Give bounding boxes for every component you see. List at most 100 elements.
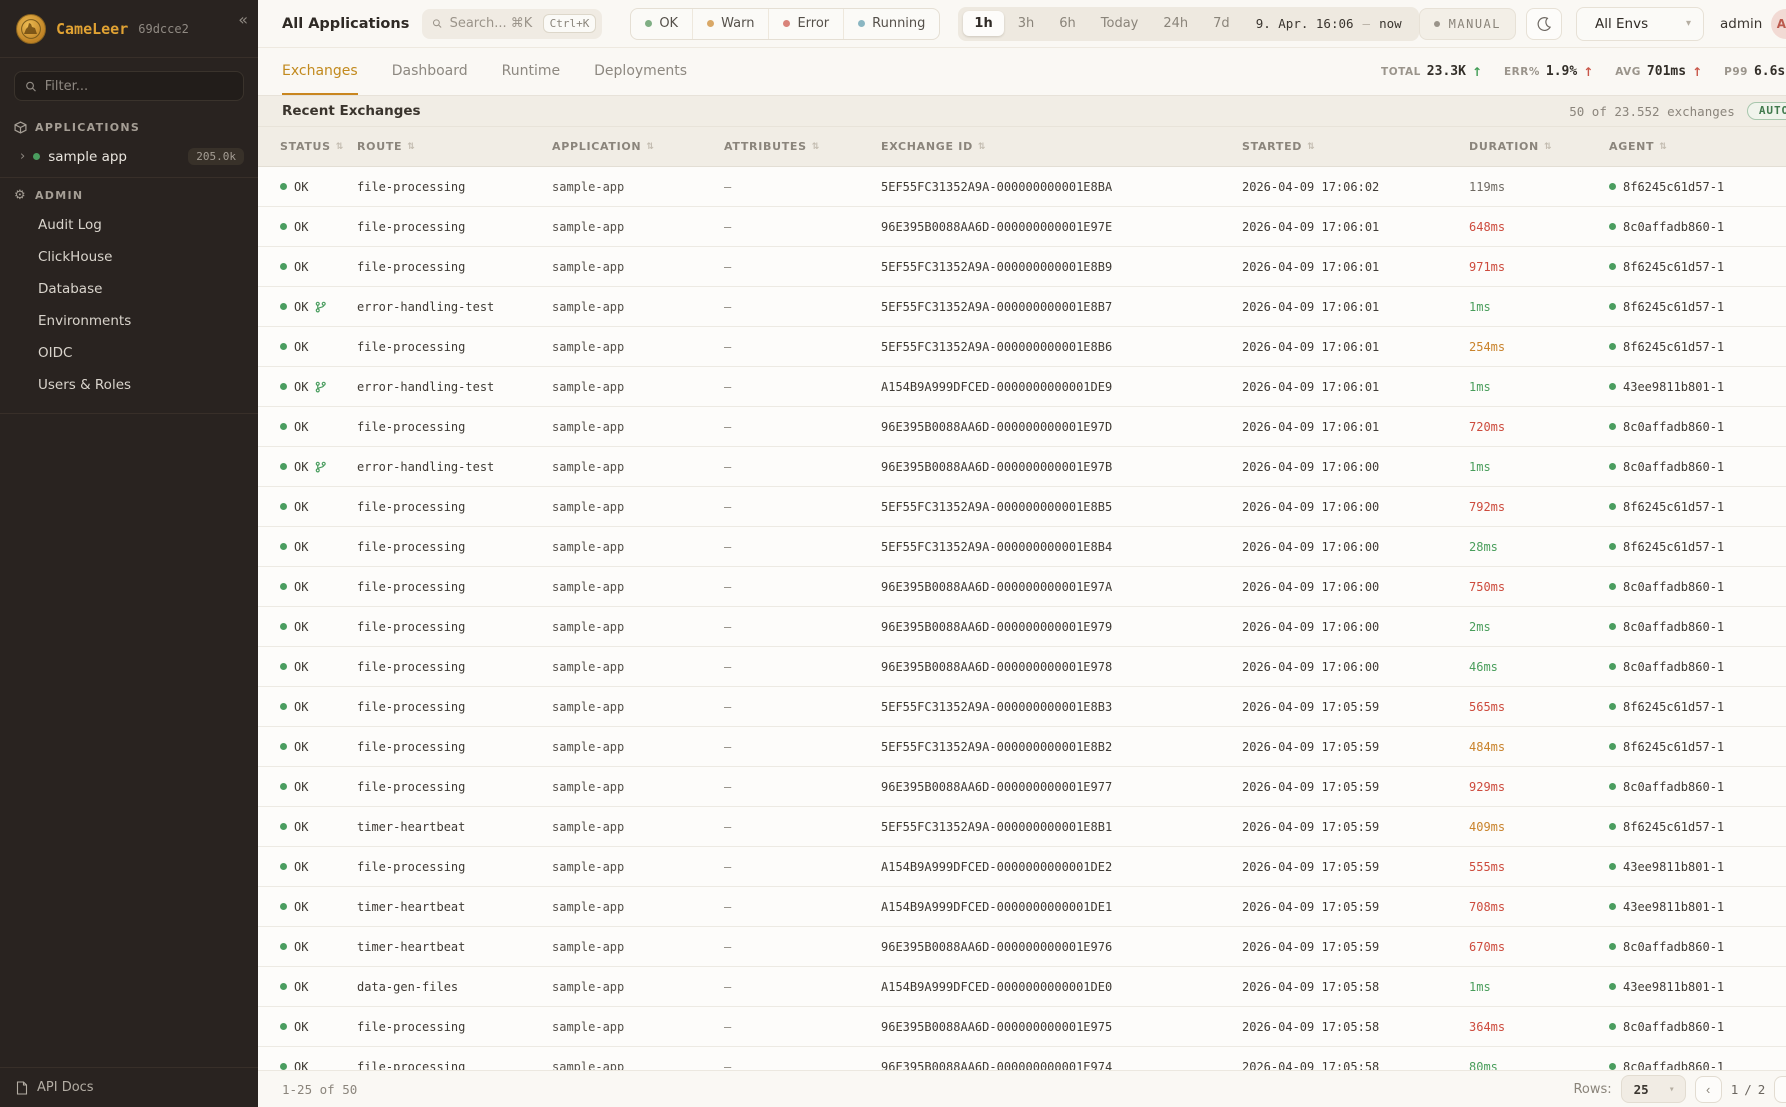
column-header-application[interactable]: APPLICATION ⇅ [552, 140, 724, 153]
stat-label: TOTAL [1381, 65, 1421, 78]
sidebar-item-users-roles[interactable]: Users & Roles [38, 377, 132, 393]
table-row[interactable]: OK file-processing sample-app — 96E395B0088A… [258, 1047, 1786, 1070]
table-row[interactable]: OK file-processing sample-app — 96E395B0088A… [258, 407, 1786, 447]
table-row[interactable]: OK file-processing sample-app — 96E395B0088A… [258, 767, 1786, 807]
cell-attributes: — [724, 939, 732, 954]
table-row[interactable]: OK file-processing sample-app — 5EF55FC31352… [258, 527, 1786, 567]
stat-label: AVG [1615, 65, 1641, 78]
time-range-1h[interactable]: 1h [963, 11, 1004, 36]
search-shortcut-kbd: Ctrl+K [542, 14, 597, 33]
table-row[interactable]: OK timer-heartbeat sample-app — 96E395B0088A… [258, 927, 1786, 967]
chevron-right-icon[interactable]: › [20, 149, 26, 164]
sidebar-collapse-icon[interactable]: « [238, 10, 248, 29]
status-filter-running[interactable]: Running [843, 8, 939, 39]
cell-agent: 43ee9811b801-1 [1609, 860, 1786, 874]
refresh-mode-button[interactable]: MANUAL [1418, 7, 1516, 40]
column-header-attributes[interactable]: ATTRIBUTES ⇅ [724, 140, 881, 153]
table-row[interactable]: OK file-processing sample-app — 96E395B0088A… [258, 607, 1786, 647]
sidebar-item-clickhouse[interactable]: ClickHouse [38, 249, 113, 265]
cell-duration: 409ms [1469, 819, 1506, 834]
status-filter-ok[interactable]: OK [631, 9, 692, 39]
table-row[interactable]: OK file-processing sample-app — 5EF55FC31352… [258, 327, 1786, 367]
table-row[interactable]: OK file-processing sample-app — 96E395B0088A… [258, 567, 1786, 607]
table-row[interactable]: OK error-handling-test sample-app — 96E395B0… [258, 447, 1786, 487]
auto-refresh-badge[interactable]: AUTO [1746, 102, 1786, 120]
cell-route: file-processing [357, 859, 466, 874]
cell-agent: 8f6245c61d57-1 [1609, 180, 1786, 194]
agent-id: 8c0affadb860-1 [1623, 579, 1725, 594]
table-row[interactable]: OK data-gen-files sample-app — A154B9A999DFC… [258, 967, 1786, 1007]
status-filter-error[interactable]: Error [768, 8, 843, 39]
page-separator: / [1744, 1081, 1752, 1097]
sidebar-item-audit-log[interactable]: Audit Log [38, 217, 102, 233]
tab-dashboard[interactable]: Dashboard [391, 62, 468, 79]
table-row[interactable]: OK file-processing sample-app — 5EF55FC31352… [258, 727, 1786, 767]
status-text: OK [294, 539, 309, 554]
time-range-today[interactable]: Today [1100, 16, 1139, 31]
cell-duration: 792ms [1469, 499, 1506, 514]
sidebar-filter-input-wrap [14, 71, 244, 101]
cell-duration: 28ms [1469, 539, 1498, 554]
sidebar-filter-input[interactable] [44, 78, 233, 94]
time-range-custom[interactable]: 9. Apr. 16:06 — now [1244, 16, 1414, 31]
cell-exchange-id: A154B9A999DFCED-0000000000001DE9 [881, 379, 1113, 394]
ok-status-dot-icon [280, 343, 287, 350]
column-header-started[interactable]: STARTED ⇅ [1242, 140, 1469, 153]
agent-id: 43ee9811b801-1 [1623, 979, 1725, 994]
table-row[interactable]: OK error-handling-test sample-app — A154B9A9… [258, 367, 1786, 407]
status-text: OK [294, 739, 309, 754]
ok-status-dot-icon [280, 943, 287, 950]
tab-runtime[interactable]: Runtime [501, 62, 561, 79]
trend-arrow-icon: ↑ [1692, 64, 1703, 79]
cell-agent: 8f6245c61d57-1 [1609, 500, 1786, 514]
cell-application: sample-app [552, 1019, 625, 1034]
table-row[interactable]: OK file-processing sample-app — 96E395B0088A… [258, 647, 1786, 687]
range-to: now [1379, 16, 1402, 31]
status-filter-warn[interactable]: Warn [692, 8, 768, 39]
table-row[interactable]: OK file-processing sample-app — 5EF55FC31352… [258, 687, 1786, 727]
sidebar-item-sample-app[interactable]: › sample app 205.0k [0, 140, 258, 177]
page-indicator: 1 / 2 [1731, 1082, 1766, 1097]
tab-exchanges[interactable]: Exchanges [282, 48, 358, 95]
cell-status: OK [280, 620, 357, 634]
table-row[interactable]: OK file-processing sample-app — 5EF55FC31352… [258, 487, 1786, 527]
avatar[interactable]: AD [1771, 8, 1786, 39]
time-range-24h[interactable]: 24h [1163, 16, 1189, 31]
next-page-button[interactable]: › [1774, 1075, 1786, 1103]
env-select[interactable]: All Envs ▾ [1576, 6, 1704, 41]
tab-deployments[interactable]: Deployments [594, 62, 688, 79]
column-label: ROUTE [357, 140, 403, 153]
column-header-route[interactable]: ROUTE ⇅ [357, 140, 552, 153]
theme-toggle-button[interactable] [1526, 7, 1562, 40]
ok-status-dot-icon [280, 623, 287, 630]
table-row[interactable]: OK timer-heartbeat sample-app — A154B9A999DF… [258, 887, 1786, 927]
cell-status: OK [280, 740, 357, 754]
table-row[interactable]: OK file-processing sample-app — 5EF55FC31352… [258, 247, 1786, 287]
time-range-3h[interactable]: 3h [1017, 16, 1035, 31]
table-row[interactable]: OK file-processing sample-app — 96E395B0088A… [258, 207, 1786, 247]
table-row[interactable]: OK file-processing sample-app — A154B9A999DF… [258, 847, 1786, 887]
applications-section-label: APPLICATIONS [35, 121, 141, 134]
agent-id: 8f6245c61d57-1 [1623, 499, 1725, 514]
rows-per-page-select[interactable]: 25 ▾ [1620, 1075, 1686, 1103]
sidebar-item-api-docs[interactable]: API Docs [0, 1067, 258, 1107]
search-input[interactable] [449, 16, 536, 31]
time-range-6h[interactable]: 6h [1059, 16, 1076, 31]
column-header-status[interactable]: STATUS ⇅ [280, 140, 357, 153]
status-text: OK [294, 579, 309, 594]
time-range-7d[interactable]: 7d [1213, 16, 1230, 31]
sidebar-item-oidc[interactable]: OIDC [38, 345, 73, 361]
column-header-agent[interactable]: AGENT ⇅ [1609, 140, 1786, 153]
column-header-exchange-id[interactable]: EXCHANGE ID ⇅ [881, 140, 1242, 153]
cell-route: file-processing [357, 699, 466, 714]
table-row[interactable]: OK timer-heartbeat sample-app — 5EF55FC31352… [258, 807, 1786, 847]
table-row[interactable]: OK error-handling-test sample-app — 5EF55FC3… [258, 287, 1786, 327]
cell-exchange-id: 5EF55FC31352A9A-000000000001E8BA [881, 179, 1113, 194]
table-row[interactable]: OK file-processing sample-app — 5EF55FC31352… [258, 167, 1786, 207]
prev-page-button[interactable]: ‹ [1694, 1075, 1722, 1103]
agent-id: 8c0affadb860-1 [1623, 619, 1725, 634]
sidebar-item-environments[interactable]: Environments [38, 313, 132, 329]
column-header-duration[interactable]: DURATION ⇅ [1469, 140, 1609, 153]
table-row[interactable]: OK file-processing sample-app — 96E395B0088A… [258, 1007, 1786, 1047]
sidebar-item-database[interactable]: Database [38, 281, 103, 297]
